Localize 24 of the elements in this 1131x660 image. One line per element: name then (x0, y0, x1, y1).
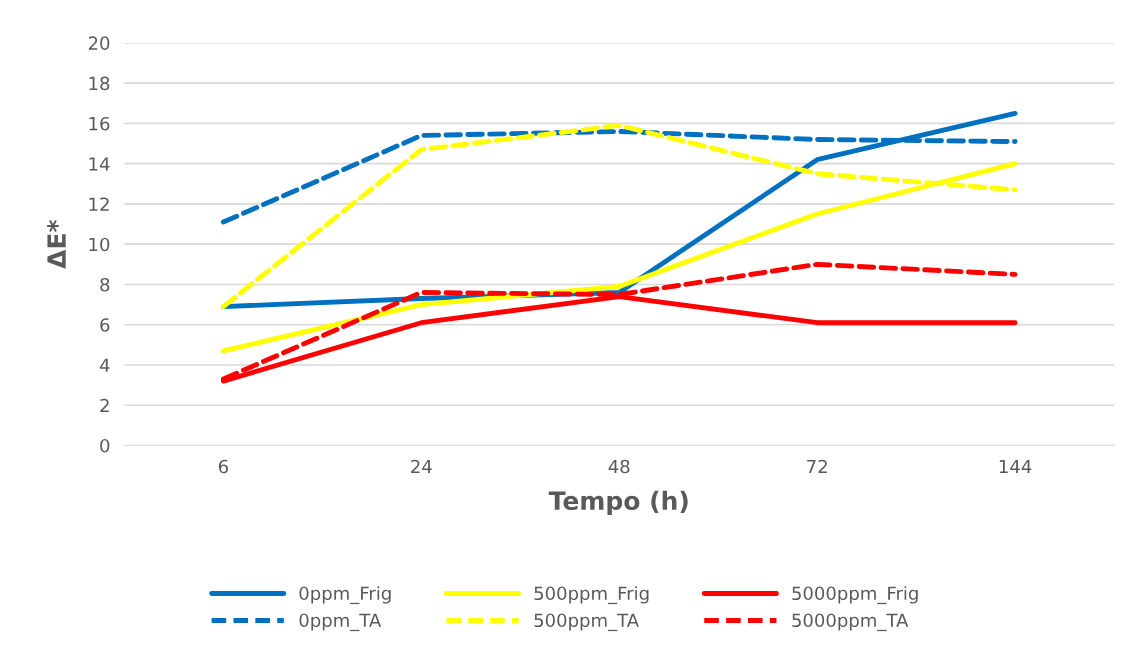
x-tick-label: 48 (608, 459, 630, 474)
x-tick-label: 24 (411, 459, 432, 474)
legend-label: 500ppm_Frig (534, 586, 649, 605)
x-tick-label: 72 (807, 459, 827, 474)
legend-label: 0ppm_TA (299, 613, 382, 632)
y-tick-label: 20 (88, 36, 110, 51)
y-tick-label: 0 (100, 438, 110, 453)
y-tick-label: 12 (89, 197, 109, 211)
legend-label: 5000ppm_TA (792, 613, 909, 632)
x-axis-title: Tempo (h) (548, 490, 688, 515)
legend-label: 5000ppm_Frig (792, 586, 918, 605)
x-tick-label: 6 (218, 459, 228, 474)
y-tick-label: 2 (100, 398, 109, 413)
y-tick-label: 4 (99, 358, 110, 372)
y-tick-label: 10 (89, 237, 110, 252)
y-tick-label: 16 (89, 116, 110, 131)
y-tick-label: 18 (89, 76, 110, 91)
y-tick-label: 14 (89, 157, 110, 171)
x-tick-label: 144 (999, 459, 1032, 474)
y-tick-label: 8 (100, 277, 110, 292)
legend-label: 500ppm_TA (534, 613, 639, 632)
y-axis-title: ΔE* (47, 219, 66, 269)
y-tick-label: 6 (100, 318, 110, 332)
legend-label: 0ppm_Frig (299, 586, 391, 605)
